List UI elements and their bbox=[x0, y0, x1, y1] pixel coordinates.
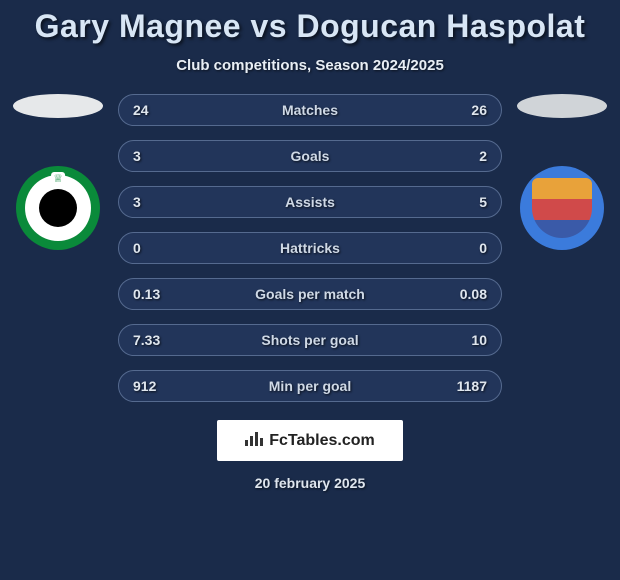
stat-row: 912 Min per goal 1187 bbox=[118, 370, 502, 402]
page-subtitle: Club competitions, Season 2024/2025 bbox=[0, 57, 620, 74]
stat-right-value: 1187 bbox=[439, 378, 487, 394]
footer: FcTables.com 20 february 2025 bbox=[0, 420, 620, 491]
club-badge-left: ♕ bbox=[16, 166, 100, 250]
stat-left-value: 7.33 bbox=[133, 332, 181, 348]
stat-right-value: 0.08 bbox=[439, 286, 487, 302]
stat-row: 0.13 Goals per match 0.08 bbox=[118, 278, 502, 310]
chart-icon bbox=[245, 430, 263, 451]
generated-date: 20 february 2025 bbox=[255, 475, 366, 491]
stat-right-value: 5 bbox=[439, 194, 487, 210]
stat-label: Goals per match bbox=[255, 286, 365, 302]
player-platform-right bbox=[517, 94, 607, 118]
stat-row: 7.33 Shots per goal 10 bbox=[118, 324, 502, 356]
stat-label: Shots per goal bbox=[261, 332, 358, 348]
stat-right-value: 2 bbox=[439, 148, 487, 164]
stat-left-value: 0 bbox=[133, 240, 181, 256]
stat-label: Min per goal bbox=[269, 378, 351, 394]
badge-dot bbox=[39, 189, 77, 227]
stat-left-value: 3 bbox=[133, 148, 181, 164]
stat-row: 3 Goals 2 bbox=[118, 140, 502, 172]
brand-label: FcTables.com bbox=[269, 432, 375, 450]
shield-icon bbox=[532, 178, 592, 238]
stats-list: 24 Matches 26 3 Goals 2 3 Assists 5 0 Hattricks 0 0.… bbox=[118, 94, 502, 402]
comparison-panel: ♕ 24Matches263Goals23Assists50Hattricks0… bbox=[0, 94, 620, 402]
crown-icon: ♕ bbox=[51, 172, 65, 185]
stat-left-value: 912 bbox=[133, 378, 181, 394]
stat-label: Assists bbox=[285, 194, 335, 210]
brand-link[interactable]: FcTables.com bbox=[217, 420, 403, 461]
stat-row: 0 Hattricks 0 bbox=[118, 232, 502, 264]
stat-label: Hattricks bbox=[280, 240, 340, 256]
club-badge-right bbox=[520, 166, 604, 250]
stat-row: 3 Assists 5 bbox=[118, 186, 502, 218]
stat-right-value: 10 bbox=[439, 332, 487, 348]
stat-label: Goals bbox=[291, 148, 330, 164]
left-player-col: ♕ bbox=[8, 94, 108, 250]
stat-left-value: 24 bbox=[133, 102, 181, 118]
page-title: Gary Magnee vs Dogucan Haspolat bbox=[0, 0, 620, 45]
right-player-col bbox=[512, 94, 612, 250]
stat-label: Matches bbox=[282, 102, 338, 118]
stat-right-value: 26 bbox=[439, 102, 487, 118]
stat-left-value: 0.13 bbox=[133, 286, 181, 302]
stat-row: 24 Matches 26 bbox=[118, 94, 502, 126]
stat-left-value: 3 bbox=[133, 194, 181, 210]
player-platform-left bbox=[13, 94, 103, 118]
stat-right-value: 0 bbox=[439, 240, 487, 256]
